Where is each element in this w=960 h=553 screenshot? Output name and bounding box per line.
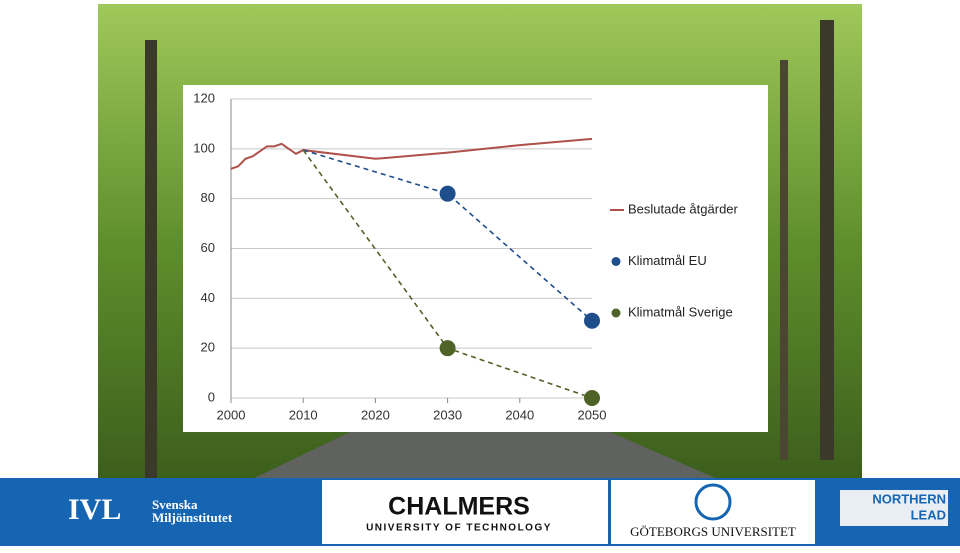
chart-panel <box>183 85 768 432</box>
ivl-text: Miljöinstitutet <box>152 510 233 525</box>
northern-lead-logo <box>840 490 948 526</box>
gu-logo <box>611 480 815 544</box>
legend-label: Klimatmål Sverige <box>628 304 733 319</box>
ivl-text: Svenska <box>152 497 198 512</box>
y-tick-label: 20 <box>201 340 215 355</box>
legend-label: Klimatmål EU <box>628 253 707 268</box>
y-tick-label: 0 <box>208 389 215 404</box>
northern-text: NORTHERN <box>872 491 946 506</box>
road <box>250 432 720 480</box>
legend-marker <box>611 257 621 266</box>
gu-name: GÖTEBORGS UNIVERSITET <box>630 524 796 539</box>
x-tick-label: 2030 <box>433 407 462 422</box>
chalmers-sub: UNIVERSITY OF TECHNOLOGY <box>366 523 552 534</box>
legend-marker <box>611 308 621 318</box>
x-tick-label: 2020 <box>361 407 390 422</box>
legend-label: Beslutade åtgärder <box>628 201 739 216</box>
x-tick-label: 2000 <box>217 407 246 422</box>
x-tick-label: 2050 <box>578 407 607 422</box>
chalmers-logo <box>322 480 608 544</box>
tree-trunk <box>145 40 157 480</box>
gu-seal <box>694 483 732 521</box>
y-tick-label: 80 <box>201 190 215 205</box>
data-point <box>439 340 456 357</box>
chalmers-name: CHALMERS <box>388 493 530 521</box>
northern-text: LEAD <box>911 507 946 522</box>
data-point <box>584 390 600 406</box>
y-tick-label: 40 <box>201 290 215 305</box>
data-point <box>584 312 600 329</box>
y-tick-label: 60 <box>201 240 215 255</box>
x-tick-label: 2010 <box>289 407 318 422</box>
data-point <box>439 185 456 202</box>
series-line <box>230 137 593 170</box>
ivl-mark: IVL <box>68 493 121 526</box>
tree-trunk <box>780 60 788 460</box>
x-tick-label: 2040 <box>505 407 534 422</box>
series-line <box>302 149 593 322</box>
y-tick-label: 100 <box>193 140 215 155</box>
tree-trunk <box>820 20 834 460</box>
y-tick-label: 120 <box>193 90 215 105</box>
